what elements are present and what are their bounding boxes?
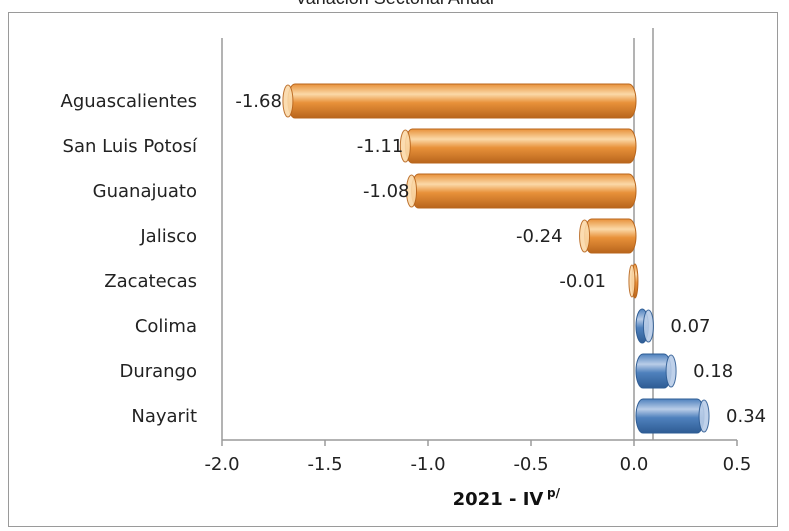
x-tick-label: -2.0 xyxy=(204,454,239,475)
data-label: 0.07 xyxy=(670,316,710,337)
x-tick-label: 0.0 xyxy=(620,454,649,475)
data-label: -1.11 xyxy=(357,136,404,157)
x-tick-label: -0.5 xyxy=(513,454,548,475)
data-label: -0.01 xyxy=(559,271,606,292)
bar xyxy=(287,83,637,119)
bar xyxy=(584,218,637,254)
chart-title: Variación Sectorial Anual xyxy=(0,0,789,9)
chart-frame xyxy=(8,12,778,527)
bar-cap xyxy=(282,84,294,118)
bar-cap xyxy=(698,399,710,433)
x-tick-label: -1.0 xyxy=(410,454,445,475)
category-label: Jalisco xyxy=(139,226,197,247)
bar xyxy=(411,173,637,209)
bar-cap xyxy=(406,174,418,208)
category-label: Durango xyxy=(119,361,197,382)
bar xyxy=(404,128,637,164)
x-tick-label: 0.5 xyxy=(723,454,752,475)
data-label: -1.08 xyxy=(363,181,410,202)
bar-cap xyxy=(399,129,411,163)
data-label: -1.68 xyxy=(235,91,282,112)
category-label: San Luis Potosí xyxy=(63,136,198,157)
bar-cap xyxy=(665,354,677,388)
x-axis-title-superscript: p/ xyxy=(547,486,561,500)
category-label: Nayarit xyxy=(131,406,197,427)
x-tick-label: -1.5 xyxy=(307,454,342,475)
bar xyxy=(635,398,705,434)
category-label: Aguascalientes xyxy=(61,91,197,112)
x-axis-title: 2021 - IV xyxy=(453,489,544,510)
bar-cap xyxy=(642,309,654,343)
bar-cap xyxy=(579,219,591,253)
category-label: Zacatecas xyxy=(104,271,197,292)
bar-cap xyxy=(628,264,636,298)
data-label: -0.24 xyxy=(516,226,563,247)
data-label: 0.18 xyxy=(693,361,733,382)
category-label: Colima xyxy=(135,316,197,337)
data-label: 0.34 xyxy=(726,406,766,427)
category-label: Guanajuato xyxy=(93,181,197,202)
